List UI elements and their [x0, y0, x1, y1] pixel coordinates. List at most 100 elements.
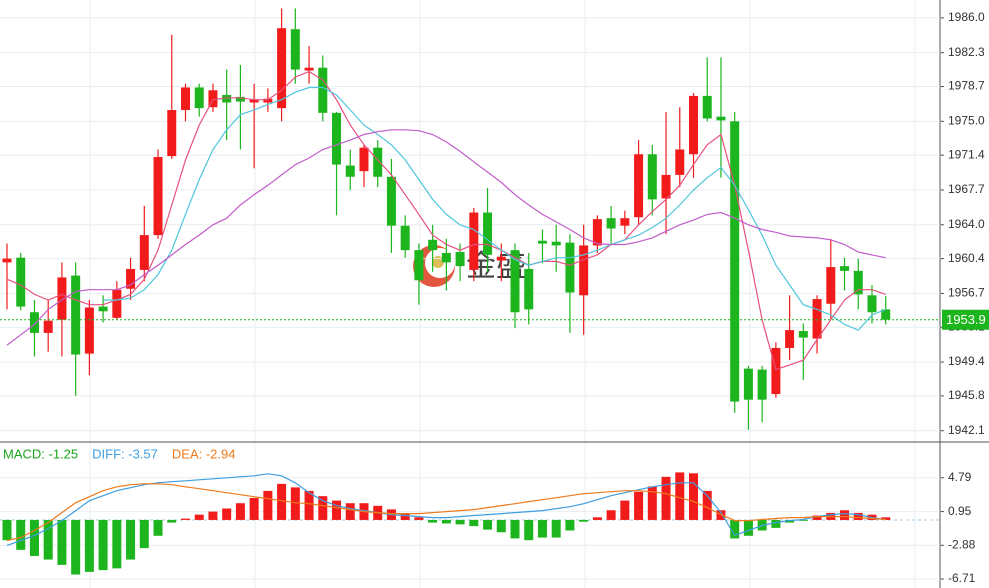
histogram-bar — [853, 512, 863, 520]
candle-body — [84, 307, 94, 354]
histogram-bar — [798, 519, 808, 521]
candle-body — [537, 240, 547, 244]
candle-body — [798, 331, 808, 338]
y-tick-label: 1971.4 — [948, 147, 985, 161]
candle-body — [730, 121, 740, 402]
candle-body — [194, 87, 204, 109]
histogram-bar — [126, 519, 136, 560]
histogram-bar — [441, 519, 451, 524]
legend-entry: DIFF: -3.57 — [92, 446, 158, 461]
histogram-bar — [29, 519, 39, 557]
candle-body — [277, 28, 287, 109]
candle-body — [222, 94, 232, 103]
histogram-bar — [469, 519, 479, 527]
y-tick-label: 1978.7 — [948, 79, 985, 93]
candle-body — [359, 147, 369, 172]
histogram-bar — [496, 519, 506, 533]
histogram-bar — [235, 503, 245, 520]
candle-body — [2, 258, 12, 263]
y-tick-label: 1986.0 — [948, 10, 985, 24]
histogram-bar — [345, 503, 355, 520]
histogram-bar — [290, 487, 300, 520]
candle-body — [620, 218, 630, 226]
candle-body — [853, 270, 863, 295]
candle-body — [510, 250, 520, 313]
candle-body — [441, 252, 451, 263]
candle-body — [290, 29, 300, 70]
histogram-bar — [483, 519, 493, 530]
y-tick-label: 1942.1 — [948, 423, 985, 437]
histogram-bar — [208, 511, 218, 520]
y-tick-label: 1949.4 — [948, 354, 985, 368]
candle-body — [235, 96, 245, 102]
histogram-bar — [592, 517, 602, 520]
histogram-bar — [57, 519, 67, 565]
histogram-bar — [332, 500, 342, 520]
candle-body — [867, 295, 877, 313]
candle-body — [345, 165, 355, 177]
histogram-bar — [98, 519, 108, 571]
candle-body — [126, 268, 136, 289]
candle-body — [318, 67, 328, 113]
histogram-bar — [180, 518, 190, 520]
moving-average-line — [103, 86, 886, 331]
candle-body — [71, 275, 81, 355]
candle-body — [689, 95, 698, 155]
histogram-bar — [222, 508, 232, 520]
histogram-bar — [153, 519, 163, 536]
candle-body — [180, 87, 190, 111]
candle-body — [29, 312, 39, 333]
vertical-grid — [89, 0, 916, 588]
y-tick-label: 1960.4 — [948, 251, 985, 265]
candle-body — [57, 277, 67, 320]
y-tick-label: -2.88 — [948, 537, 976, 551]
last-price-box — [942, 309, 989, 330]
histogram-bar — [167, 519, 177, 523]
histogram-bar — [510, 519, 520, 539]
histogram-bar — [743, 519, 753, 536]
y-tick-label: -6.71 — [948, 571, 976, 585]
histogram-bar — [537, 519, 547, 538]
y-tick-label: 1975.0 — [948, 113, 985, 127]
candle-body — [771, 347, 781, 395]
candle-body — [661, 174, 671, 199]
candle-body — [414, 250, 424, 281]
candle-body — [112, 289, 122, 318]
histogram-bar — [304, 490, 314, 520]
histogram-bar — [730, 519, 740, 539]
candle-body — [675, 149, 685, 175]
candle-body — [743, 368, 753, 400]
histogram-bar — [112, 519, 122, 569]
histogram-bar — [579, 519, 589, 522]
histogram-bar — [606, 510, 616, 520]
histogram-bar — [840, 510, 850, 520]
histogram-bar — [785, 519, 795, 523]
candle-body — [153, 157, 163, 236]
candle-body — [551, 241, 561, 246]
candle-body — [167, 110, 177, 157]
candle-body — [496, 256, 506, 261]
histogram-bar — [771, 519, 781, 528]
candle-body — [263, 98, 273, 103]
candle-body — [565, 242, 575, 293]
histogram-bar — [647, 486, 657, 520]
candle-body — [455, 252, 465, 267]
candle-body — [98, 306, 108, 312]
histogram-bar — [565, 519, 575, 531]
candle-body — [524, 268, 534, 310]
candle-body — [208, 90, 218, 108]
histogram-bar — [71, 519, 81, 575]
candle-body — [716, 116, 726, 121]
candle-body — [634, 154, 644, 218]
histogram-bar — [428, 519, 438, 523]
y-tick-label: 1982.3 — [948, 45, 985, 59]
candle-body — [400, 225, 410, 251]
histogram-bar — [318, 496, 328, 520]
histogram-bar — [689, 473, 698, 520]
candle-body — [812, 299, 822, 339]
histogram-bar — [702, 490, 712, 520]
candle-body — [469, 212, 479, 270]
candle-body — [840, 266, 850, 271]
candle-body — [702, 95, 712, 119]
